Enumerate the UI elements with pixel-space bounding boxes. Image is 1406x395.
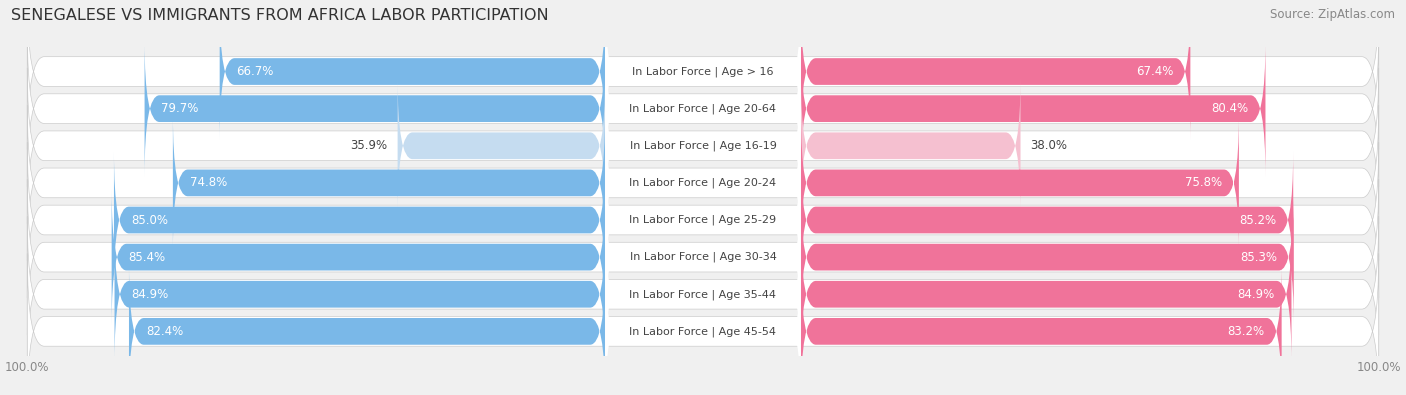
FancyBboxPatch shape — [111, 189, 605, 325]
FancyBboxPatch shape — [801, 3, 1191, 140]
Text: 75.8%: 75.8% — [1185, 177, 1222, 189]
FancyBboxPatch shape — [27, 31, 1379, 186]
Text: In Labor Force | Age 45-54: In Labor Force | Age 45-54 — [630, 326, 776, 337]
Text: 66.7%: 66.7% — [236, 65, 274, 78]
FancyBboxPatch shape — [173, 115, 605, 251]
FancyBboxPatch shape — [605, 213, 801, 375]
FancyBboxPatch shape — [801, 77, 1021, 214]
Text: In Labor Force | Age 20-64: In Labor Force | Age 20-64 — [630, 103, 776, 114]
Text: Source: ZipAtlas.com: Source: ZipAtlas.com — [1270, 8, 1395, 21]
Text: 67.4%: 67.4% — [1136, 65, 1174, 78]
FancyBboxPatch shape — [27, 254, 1379, 395]
FancyBboxPatch shape — [801, 189, 1294, 325]
FancyBboxPatch shape — [114, 226, 605, 363]
FancyBboxPatch shape — [605, 139, 801, 301]
Text: In Labor Force | Age 35-44: In Labor Force | Age 35-44 — [630, 289, 776, 299]
Text: 84.9%: 84.9% — [131, 288, 169, 301]
Text: 74.8%: 74.8% — [190, 177, 226, 189]
FancyBboxPatch shape — [801, 263, 1282, 395]
FancyBboxPatch shape — [801, 40, 1265, 177]
Text: In Labor Force | Age 16-19: In Labor Force | Age 16-19 — [630, 141, 776, 151]
FancyBboxPatch shape — [605, 0, 801, 152]
Text: In Labor Force | Age 30-34: In Labor Force | Age 30-34 — [630, 252, 776, 262]
FancyBboxPatch shape — [219, 3, 605, 140]
Text: 35.9%: 35.9% — [350, 139, 388, 152]
FancyBboxPatch shape — [801, 152, 1294, 288]
Text: 38.0%: 38.0% — [1031, 139, 1067, 152]
FancyBboxPatch shape — [801, 226, 1292, 363]
FancyBboxPatch shape — [27, 0, 1379, 149]
FancyBboxPatch shape — [129, 263, 605, 395]
FancyBboxPatch shape — [145, 40, 605, 177]
FancyBboxPatch shape — [801, 115, 1239, 251]
FancyBboxPatch shape — [27, 216, 1379, 372]
Text: 84.9%: 84.9% — [1237, 288, 1275, 301]
Text: In Labor Force | Age > 16: In Labor Force | Age > 16 — [633, 66, 773, 77]
Text: In Labor Force | Age 20-24: In Labor Force | Age 20-24 — [630, 178, 776, 188]
Text: 85.2%: 85.2% — [1239, 214, 1277, 226]
Text: 82.4%: 82.4% — [146, 325, 183, 338]
FancyBboxPatch shape — [605, 28, 801, 190]
Text: 85.4%: 85.4% — [128, 251, 166, 263]
FancyBboxPatch shape — [605, 102, 801, 264]
FancyBboxPatch shape — [398, 77, 605, 214]
Text: 83.2%: 83.2% — [1227, 325, 1265, 338]
Text: 79.7%: 79.7% — [162, 102, 198, 115]
FancyBboxPatch shape — [605, 176, 801, 338]
FancyBboxPatch shape — [605, 250, 801, 395]
Text: SENEGALESE VS IMMIGRANTS FROM AFRICA LABOR PARTICIPATION: SENEGALESE VS IMMIGRANTS FROM AFRICA LAB… — [11, 8, 548, 23]
FancyBboxPatch shape — [605, 65, 801, 227]
FancyBboxPatch shape — [27, 142, 1379, 298]
Text: In Labor Force | Age 25-29: In Labor Force | Age 25-29 — [630, 215, 776, 225]
Text: 85.0%: 85.0% — [131, 214, 167, 226]
FancyBboxPatch shape — [114, 152, 605, 288]
Text: 85.3%: 85.3% — [1240, 251, 1277, 263]
FancyBboxPatch shape — [27, 68, 1379, 224]
FancyBboxPatch shape — [27, 179, 1379, 335]
Text: 80.4%: 80.4% — [1212, 102, 1249, 115]
FancyBboxPatch shape — [27, 105, 1379, 261]
